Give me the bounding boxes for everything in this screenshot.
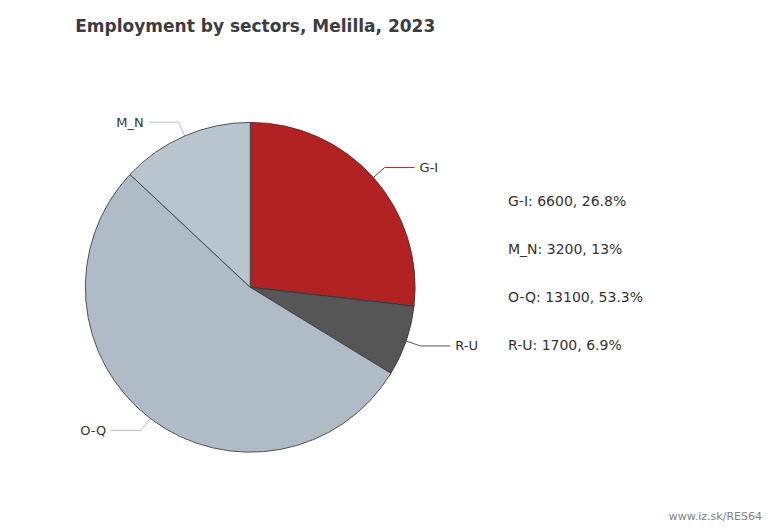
svg-text:Employment by sectors, Melilla: Employment by sectors, Melilla, 2023 [75, 16, 435, 36]
svg-text:www.iz.sk/RES64: www.iz.sk/RES64 [669, 510, 762, 523]
svg-text:R-U: R-U [455, 338, 478, 353]
svg-text:M_N: 3200, 13%: M_N: 3200, 13% [508, 241, 622, 257]
svg-text:G-I: 6600, 26.8%: G-I: 6600, 26.8% [508, 193, 626, 209]
svg-text:G-I: G-I [420, 160, 439, 175]
svg-text:O-Q: O-Q [80, 423, 106, 438]
svg-text:O-Q: 13100, 53.3%: O-Q: 13100, 53.3% [508, 289, 643, 305]
svg-text:M_N: M_N [116, 115, 143, 130]
svg-text:R-U: 1700, 6.9%: R-U: 1700, 6.9% [508, 337, 622, 353]
